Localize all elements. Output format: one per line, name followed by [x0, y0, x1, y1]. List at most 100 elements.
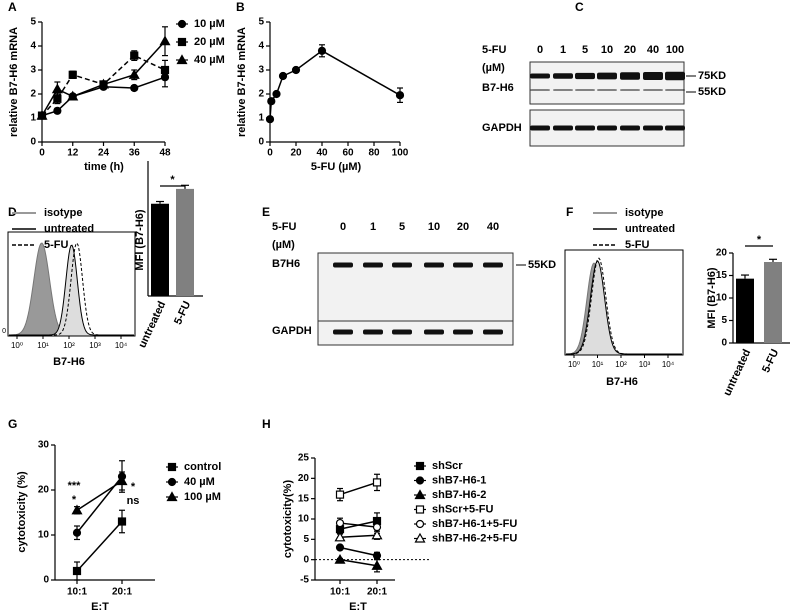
y-tick-label: 15: [716, 270, 728, 281]
y-tick-label: 10: [716, 293, 728, 304]
band: [665, 89, 685, 91]
band: [597, 89, 617, 91]
legend-label: 40 µM: [184, 476, 215, 488]
row-label: GAPDH: [272, 325, 312, 337]
lane-label: 100: [666, 44, 684, 56]
marker: [130, 51, 139, 60]
band: [643, 72, 663, 80]
marker: [53, 106, 62, 115]
x-tick-label: 0: [267, 148, 273, 159]
band: [530, 125, 550, 131]
lane-label: 40: [487, 221, 499, 233]
x-tick-label: 20:1: [112, 587, 132, 598]
marker: [72, 566, 82, 576]
plot-frame: [564, 249, 684, 356]
marker: [415, 461, 425, 471]
marker: [371, 560, 383, 570]
y-tick-label: 15: [298, 493, 310, 504]
lane-label: 1: [560, 44, 566, 56]
x-axis-label: E:T: [349, 601, 367, 613]
x-tick-label: 24: [98, 148, 110, 159]
annotation: *: [131, 481, 136, 493]
series-line: [339, 546, 378, 557]
histogram-curve: [9, 242, 134, 336]
y-tick-label: 0: [30, 137, 36, 148]
y-tick-label: -5: [300, 575, 309, 586]
y-axis-label: relative B7-H6 mRNA: [236, 27, 248, 137]
band: [424, 262, 444, 268]
y-tick-label: 0: [2, 328, 6, 335]
x-tick-label: 48: [159, 148, 171, 159]
marker: [97, 78, 110, 89]
band: [453, 262, 473, 268]
panel-letter: B: [236, 0, 245, 14]
band: [553, 73, 573, 79]
marker: [267, 97, 276, 106]
marker: [414, 532, 426, 543]
legend-label: 20 µM: [194, 36, 225, 48]
legend-label: untreated: [44, 223, 94, 235]
band: [453, 329, 473, 335]
legend-label: isotype: [44, 207, 83, 219]
y-axis-label: MFI (B7-H6): [134, 209, 146, 270]
y-axis-label: cytotoxicity (%): [16, 471, 28, 553]
x-tick-label: 10³: [639, 360, 651, 369]
y-tick-label: 20: [716, 248, 728, 259]
y-tick-label: 3: [258, 65, 264, 76]
marker: [67, 90, 79, 101]
histogram-curve: [566, 257, 682, 355]
marker: [116, 475, 128, 486]
legend-label: 5-FU: [44, 239, 69, 251]
series-line: [339, 522, 378, 528]
panel-letter: C: [575, 0, 584, 14]
x-tick-label: 10:1: [67, 587, 87, 598]
panel-letter: A: [8, 0, 17, 14]
lane-label: 10: [428, 221, 440, 233]
bar: [764, 262, 782, 343]
y-tick-label: 1: [30, 113, 36, 124]
y-tick-label: 10: [38, 530, 50, 541]
legend-label: control: [184, 461, 221, 473]
y-tick-label: 20: [298, 473, 310, 484]
x-axis-label: E:T: [91, 601, 109, 613]
y-axis-label: cytotoxicity(%): [282, 480, 294, 559]
blot-frame: [529, 61, 685, 105]
band: [665, 125, 685, 131]
x-tick-label: 0: [39, 148, 45, 159]
band: [424, 329, 444, 335]
plot-frame: [7, 231, 136, 337]
lane-label: 5: [399, 221, 405, 233]
y-tick-label: 0: [43, 575, 49, 586]
x-tick-label: 10⁴: [662, 360, 675, 369]
x-axis-label: 5-FU (µM): [311, 161, 362, 173]
panel-letter: F: [566, 205, 573, 219]
y-tick-label: 25: [298, 453, 310, 464]
legend-label: shScr: [432, 460, 463, 472]
band: [665, 71, 685, 81]
band: [530, 73, 550, 79]
lane-label: 0: [340, 221, 346, 233]
band: [483, 329, 503, 335]
x-tick-label: 10³: [89, 341, 101, 350]
band: [620, 72, 640, 80]
marker: [36, 109, 48, 120]
band: [620, 89, 640, 91]
marker: [160, 65, 170, 75]
x-tick-label: 12: [67, 148, 79, 159]
series-line: [41, 40, 166, 116]
series-line: [339, 534, 378, 539]
bar: [736, 278, 754, 343]
marker: [415, 519, 425, 529]
lane-label: 1: [370, 221, 376, 233]
marker: [68, 70, 77, 79]
treatment-label: 5-FU: [482, 44, 507, 56]
lane-label: 5: [582, 44, 588, 56]
marker: [317, 46, 327, 55]
x-tick-label: 10⁴: [115, 341, 128, 350]
x-tick-label: 10²: [63, 341, 75, 350]
marker: [51, 83, 63, 94]
panel-letter: G: [8, 417, 17, 431]
lane-label: 40: [647, 44, 659, 56]
y-tick-label: 5: [303, 534, 309, 545]
